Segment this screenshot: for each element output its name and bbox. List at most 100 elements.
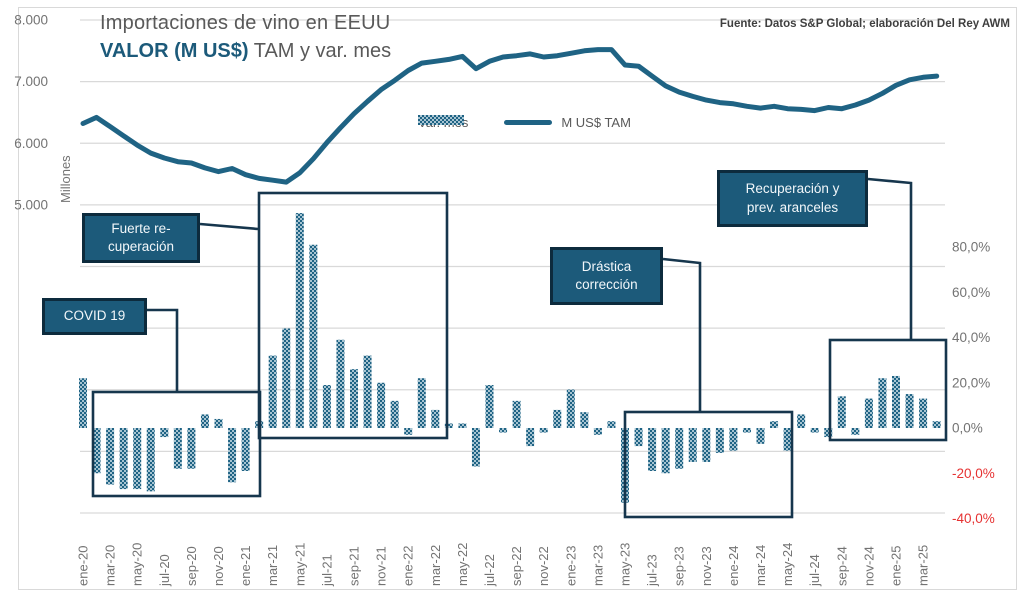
var-mes-bar (214, 418, 223, 428)
chart-title-line1: Importaciones de vino en EEUU (100, 12, 391, 34)
annotation-recuperacion-line1: Recuperación y (745, 181, 840, 197)
chart-title-suffix: TAM y var. mes (248, 39, 392, 62)
x-axis-label: ene-21 (238, 546, 253, 586)
x-axis-label: sep-24 (834, 546, 849, 586)
x-axis-label: nov-22 (536, 546, 551, 586)
callout-connector (147, 308, 179, 392)
var-mes-bar (878, 378, 887, 428)
left-axis-unit-label: Millones (58, 155, 73, 203)
highlight-rect-aranceles (828, 338, 948, 442)
var-mes-bar (363, 355, 372, 428)
var-mes-bar (648, 428, 657, 471)
var-mes-bar (539, 428, 548, 433)
var-mes-bar (471, 428, 480, 467)
x-axis-label: jul-20 (157, 554, 172, 587)
var-mes-bar (309, 244, 318, 428)
x-axis-label: ene-25 (889, 546, 904, 586)
var-mes-bar (146, 428, 155, 492)
x-axis-label: mar-22 (428, 545, 443, 586)
left-axis-unit: Millones (58, 140, 73, 210)
var-mes-bar (905, 394, 914, 428)
annotation-covid-text: COVID 19 (63, 308, 126, 324)
var-mes-bar (932, 421, 941, 428)
var-mes-bar (864, 398, 873, 428)
var-mes-bar (742, 428, 751, 433)
source-note: Fuente: Datos S&P Global; elaboración De… (719, 18, 1010, 30)
var-mes-bar (268, 355, 277, 428)
x-axis-label: mar-21 (265, 545, 280, 586)
var-mes-bar (322, 385, 331, 428)
highlight-rect-correccion (623, 410, 794, 519)
annotation-covid: COVID 19 (42, 298, 147, 335)
var-mes-bar (837, 396, 846, 428)
right-axis-tick: 20,0% (952, 375, 990, 390)
x-axis-label: ene-24 (726, 546, 741, 586)
right-axis-tick: -20,0% (952, 466, 995, 481)
right-axis-tick: -40,0% (952, 511, 995, 526)
x-axis-label: jul-21 (319, 554, 334, 587)
var-mes-bar (756, 428, 765, 444)
var-mes-bar (241, 428, 250, 471)
callout-connector (662, 257, 702, 412)
var-mes-bar (675, 428, 684, 469)
var-mes-bar (350, 369, 358, 428)
x-axis-label: may-20 (130, 543, 145, 586)
var-mes-bar (702, 428, 711, 462)
annotation-fuerte-line2: cuperación (107, 239, 175, 254)
var-mes-bar (404, 428, 413, 435)
var-mes-bar (485, 385, 494, 428)
var-mes-bar (688, 428, 697, 462)
x-axis-label: mar-23 (590, 545, 605, 586)
highlight-rect-recuperacion (257, 191, 449, 440)
right-axis-tick: 40,0% (952, 330, 990, 345)
x-axis-label: ene-23 (563, 546, 578, 586)
callout-connector (867, 177, 913, 340)
annotation-recuperacion-line2: prev. aranceles (746, 199, 839, 215)
var-mes-bar (824, 428, 833, 438)
var-mes-bar (417, 378, 426, 428)
x-axis-label: mar-25 (916, 545, 931, 586)
var-mes-bar (200, 414, 209, 428)
var-mes-bar (499, 428, 508, 433)
annotation-fuerte-recuperacion: Fuerte re- cuperación (82, 213, 200, 263)
var-mes-bar (282, 328, 291, 428)
x-axis-label: sep-22 (509, 546, 524, 586)
var-mes-bar (512, 400, 521, 428)
x-axis-label: mar-20 (103, 545, 118, 586)
var-mes-bar (797, 414, 806, 428)
x-axis-label: nov-21 (374, 546, 389, 586)
left-axis-tick: 7.000 (14, 74, 48, 89)
var-mes-bar (566, 389, 575, 428)
x-axis-label: may-24 (780, 543, 795, 586)
left-axis-tick: 5.000 (14, 197, 48, 212)
right-axis-tick: 80,0% (952, 240, 990, 255)
var-mes-bar (810, 428, 819, 433)
x-axis-label: may-21 (292, 543, 307, 586)
annotation-recuperacion-aranceles: Recuperación y prev. aranceles (717, 170, 868, 227)
var-mes-bar (336, 339, 345, 428)
x-axis-label: sep-23 (672, 546, 687, 586)
var-mes-bar (92, 428, 101, 474)
x-axis-label: nov-23 (699, 546, 714, 586)
var-mes-bar (607, 421, 616, 428)
annotation-drastica-line2: corrección (575, 277, 638, 292)
var-mes-bar (133, 428, 142, 490)
x-axis-label: sep-20 (184, 546, 199, 586)
x-axis-label: nov-24 (861, 546, 876, 586)
annotation-drastica-correccion: Drástica corrección (550, 247, 663, 305)
x-axis-label: jul-22 (482, 554, 497, 587)
x-axis-label: sep-21 (347, 546, 362, 586)
var-mes-bar (634, 428, 643, 447)
x-axis-label: ene-20 (76, 546, 91, 586)
x-axis-label: may-22 (455, 543, 470, 586)
var-mes-bar (390, 400, 399, 428)
var-mes-bar (553, 409, 562, 428)
var-mes-bar (892, 375, 900, 428)
right-axis-tick: 60,0% (952, 285, 990, 300)
var-mes-bar (729, 428, 738, 451)
chart-title-line2: VALOR (M US$) TAM y var. mes (100, 38, 391, 66)
var-mes-bar (228, 428, 237, 483)
var-mes-bar (919, 398, 928, 428)
